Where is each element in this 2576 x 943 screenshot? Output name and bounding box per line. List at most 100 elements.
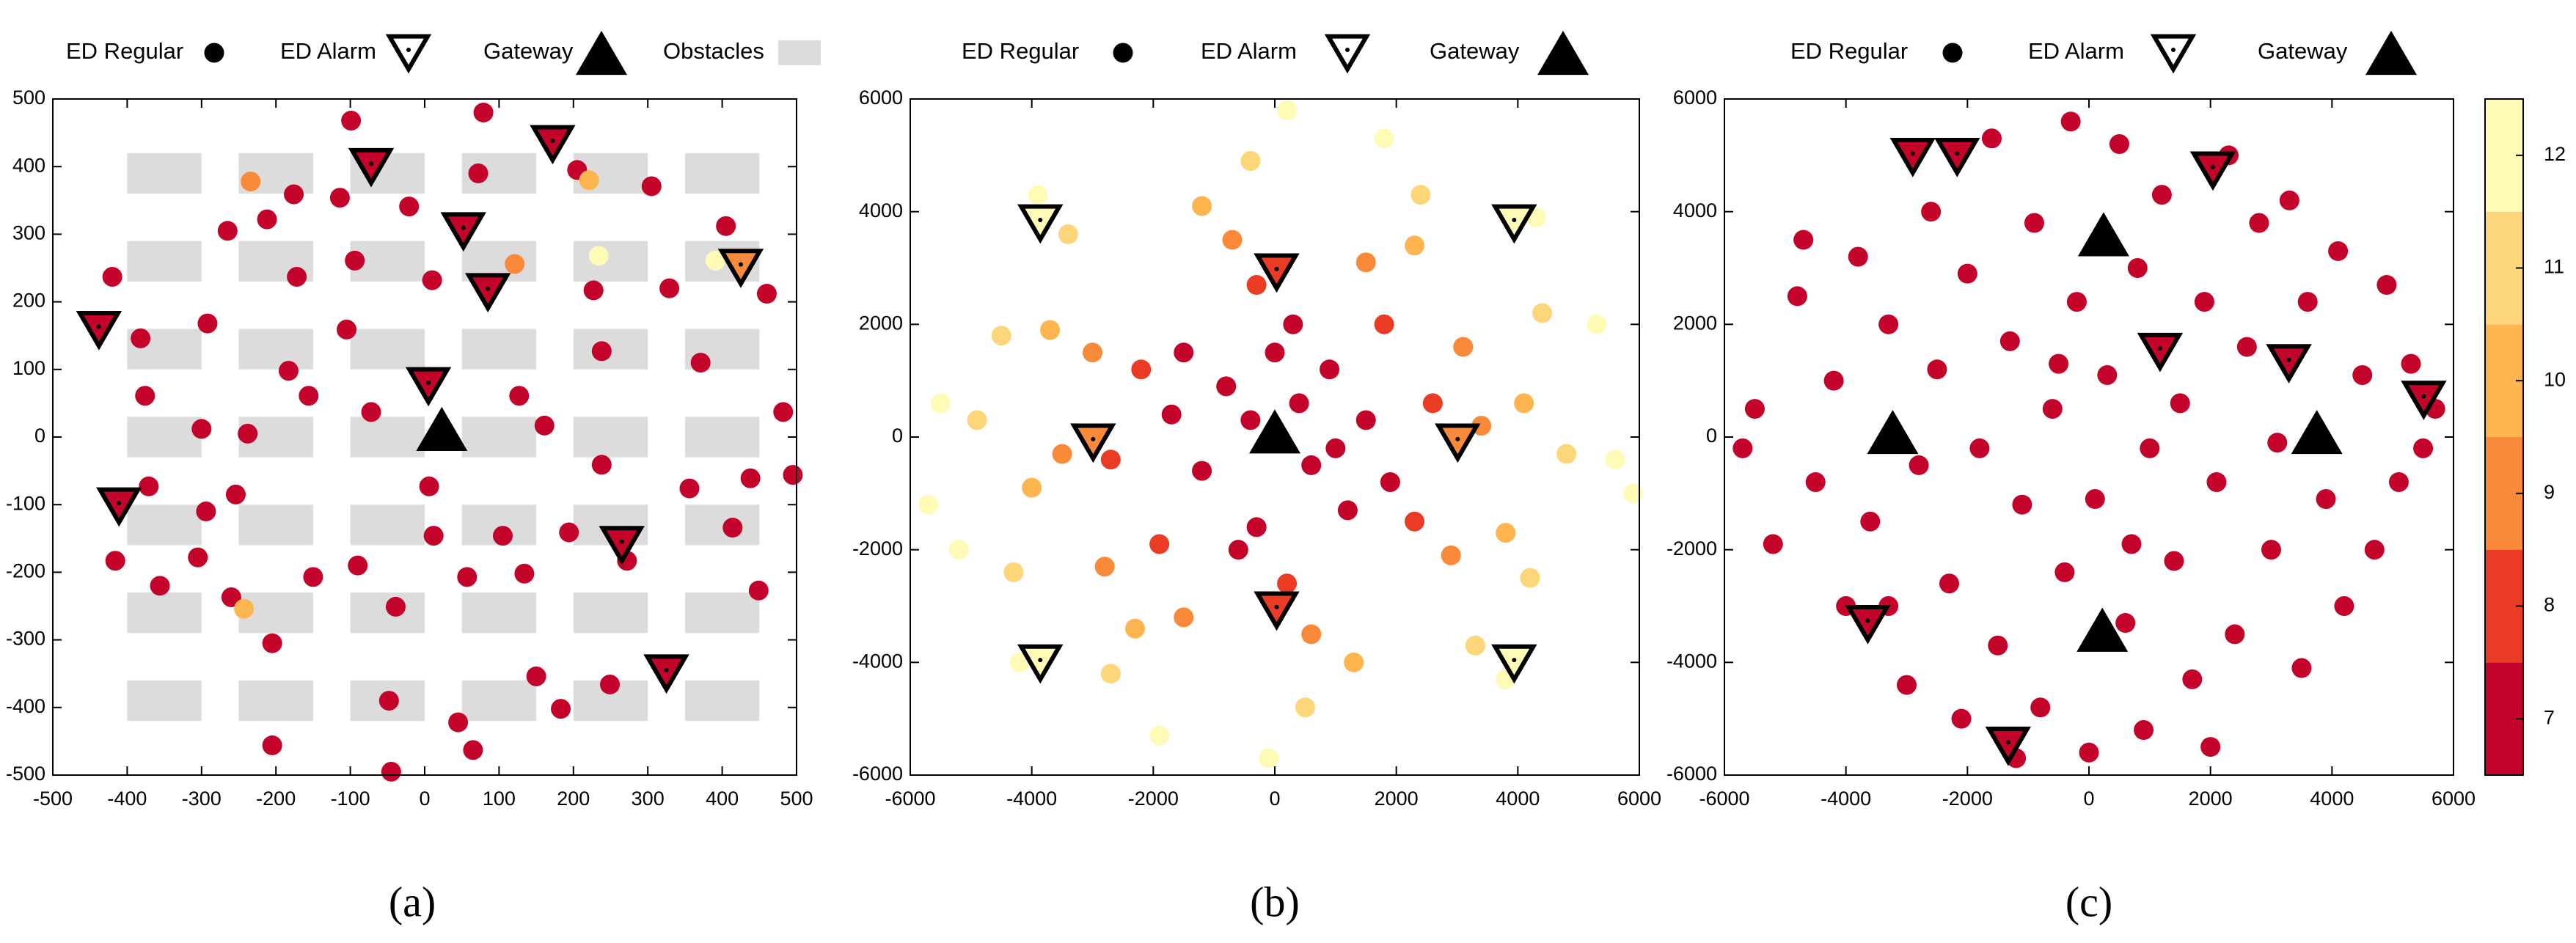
y-tick-label: 6000 (1673, 87, 1717, 109)
obstacle (573, 417, 648, 458)
alarm-dot (1455, 436, 1460, 441)
ed-regular-point (1192, 196, 1212, 216)
alarm-dot (1512, 218, 1517, 223)
alarm-dot (1038, 218, 1043, 223)
ed-regular-point (457, 567, 477, 587)
ed-regular-point (2261, 540, 2281, 560)
ed-alarm-point (1254, 591, 1300, 631)
ed-regular-point (1325, 438, 1346, 458)
ed-alarm-point (717, 249, 764, 288)
legend-label: Gateway (2258, 38, 2348, 64)
alarm-dot (2210, 164, 2215, 169)
x-tick-label: 0 (419, 788, 430, 810)
ed-regular-point (2042, 399, 2063, 419)
y-tick-label: -300 (6, 628, 45, 650)
colorbar-tick-label: 12 (2544, 143, 2566, 165)
ed-regular-point (102, 266, 122, 287)
ed-regular-point (2127, 258, 2148, 278)
alarm-dot (1955, 151, 1960, 156)
gateway-point (416, 406, 468, 452)
ed-regular-point (1763, 534, 1783, 554)
obstacle (684, 592, 760, 634)
alarm-dot (1038, 658, 1043, 663)
legend-label: ED Regular (962, 38, 1079, 64)
ed-regular-point (1380, 472, 1400, 492)
legend-marker (576, 30, 627, 76)
ed-regular-point (423, 526, 444, 546)
ed-regular-point (1083, 342, 1102, 363)
legend-marker (778, 40, 821, 65)
ed-regular-point (588, 246, 609, 266)
x-tick-label: -400 (107, 788, 147, 810)
plot-frame (910, 98, 1640, 776)
ed-regular-point (1823, 370, 1844, 391)
ed-regular-point (2182, 669, 2203, 689)
legend-marker (1324, 34, 1371, 74)
y-tick-label: -200 (6, 560, 45, 582)
ed-regular-point (559, 522, 579, 543)
ed-regular-point (1246, 275, 1267, 296)
ed-regular-point (641, 176, 662, 197)
ed-regular-point (1471, 416, 1492, 436)
ed-regular-point (191, 419, 212, 439)
ed-regular-point (221, 587, 241, 608)
legend-marker (385, 34, 432, 74)
x-tick-label: -4000 (1006, 788, 1057, 810)
panel-caption: (a) (389, 878, 436, 925)
ed-regular-point (1240, 410, 1261, 430)
alarm-dot (1091, 436, 1096, 441)
ed-alarm-point (599, 526, 645, 565)
y-tick-label: -6000 (1666, 763, 1717, 785)
ed-regular-point (225, 484, 246, 504)
y-tick-label: 400 (12, 154, 45, 176)
ed-regular-point (1295, 697, 1315, 718)
ed-regular-point (2024, 213, 2044, 233)
ed-regular-point (1174, 607, 1194, 628)
ed-alarm-point (440, 212, 486, 252)
ed-regular-point (1192, 461, 1212, 481)
alarm-dot (368, 161, 373, 166)
ed-regular-point (1265, 342, 1285, 363)
obstacle (238, 329, 313, 370)
y-tick-label: -2000 (852, 537, 903, 559)
ed-regular-point (1988, 635, 2008, 656)
y-tick-label: -400 (6, 695, 45, 717)
alarm-dot (1865, 618, 1870, 623)
ed-regular-point (716, 216, 736, 236)
panel-caption: (b) (1250, 878, 1300, 925)
legend-marker (1942, 43, 1963, 63)
ed-regular-point (1161, 404, 1182, 425)
y-tick-label: 100 (12, 357, 45, 379)
obstacle (684, 504, 760, 546)
obstacle (127, 592, 202, 634)
ed-regular-point (234, 598, 255, 619)
ed-regular-point (1897, 675, 1917, 695)
legend-label: ED Alarm (280, 38, 376, 64)
colorbar-tick-label: 8 (2544, 594, 2555, 616)
alarm-dot (2286, 357, 2291, 362)
ed-regular-point (599, 674, 620, 694)
y-tick-label: 4000 (1673, 199, 1717, 221)
ed-regular-point (2140, 438, 2160, 458)
colorbar-tick-label: 10 (2544, 368, 2566, 390)
obstacle (127, 241, 202, 282)
colorbar-frame (2484, 98, 2524, 776)
ed-regular-point (579, 170, 599, 191)
ed-regular-point (385, 596, 406, 617)
ed-regular-point (262, 735, 282, 755)
ed-regular-point (505, 254, 525, 274)
ed-regular-point (1149, 725, 1170, 746)
ed-alarm-point (1889, 138, 1936, 177)
ed-regular-point (1337, 500, 1358, 521)
ed-regular-point (756, 284, 777, 304)
ed-regular-point (1453, 337, 1474, 357)
ed-alarm-point (2137, 332, 2184, 373)
ed-regular-point (381, 761, 401, 782)
ed-alarm-point (2189, 151, 2236, 191)
ed-regular-point (2164, 551, 2184, 571)
ed-regular-point (2334, 596, 2354, 616)
ed-regular-point (583, 280, 604, 301)
ed-regular-point (2291, 658, 2312, 678)
ed-regular-point (1058, 224, 1078, 244)
ed-regular-point (1860, 511, 1881, 532)
